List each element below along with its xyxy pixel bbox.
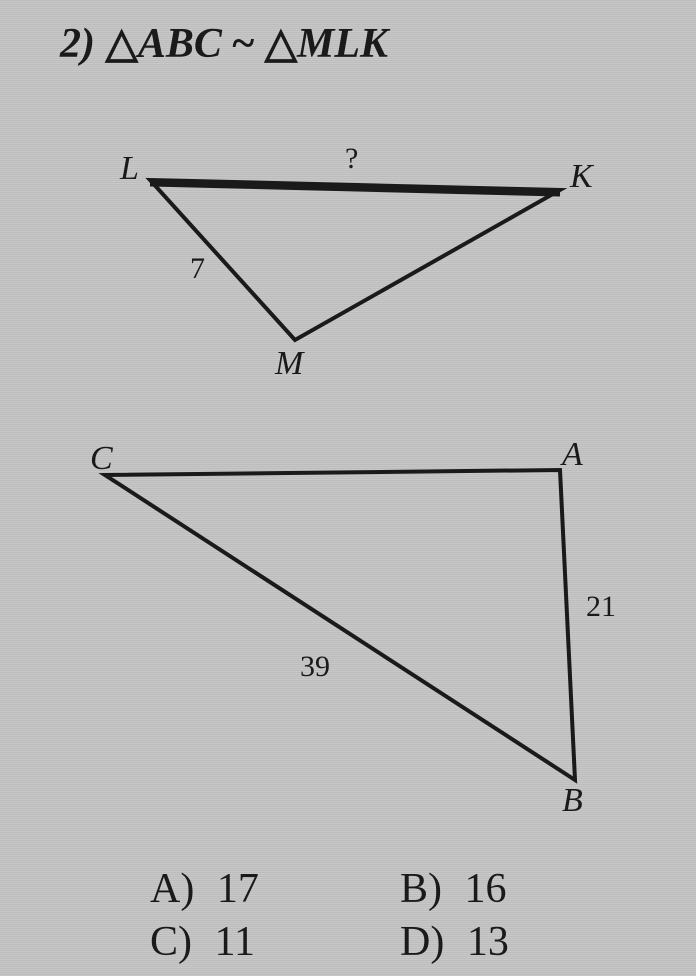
vertex-L: L <box>120 150 139 188</box>
answer-B: B) 16 <box>400 865 507 913</box>
answer-A: A) 17 <box>150 865 259 913</box>
vertex-K: K <box>570 158 593 196</box>
answer-C-value: 11 <box>215 919 255 965</box>
vertex-C: C <box>90 440 113 478</box>
answer-A-letter: A) <box>150 866 194 912</box>
answer-D-letter: D) <box>400 919 444 965</box>
edge-CB-label: 39 <box>300 650 330 684</box>
triangle-CAB <box>105 470 575 780</box>
answer-D: D) 13 <box>400 918 509 966</box>
answer-C-letter: C) <box>150 919 192 965</box>
triangle-LMK <box>150 180 560 340</box>
vertex-A: A <box>562 436 583 474</box>
edge-LK-label: ? <box>345 142 358 176</box>
answer-D-value: 13 <box>467 919 509 965</box>
answer-B-letter: B) <box>400 866 442 912</box>
vertex-M: M <box>275 345 303 383</box>
answer-B-value: 16 <box>465 866 507 912</box>
answer-A-value: 17 <box>217 866 259 912</box>
answer-C: C) 11 <box>150 918 255 966</box>
vertex-B: B <box>562 782 583 820</box>
edge-LM-label: 7 <box>190 252 205 286</box>
edge-AB-label: 21 <box>586 590 616 624</box>
